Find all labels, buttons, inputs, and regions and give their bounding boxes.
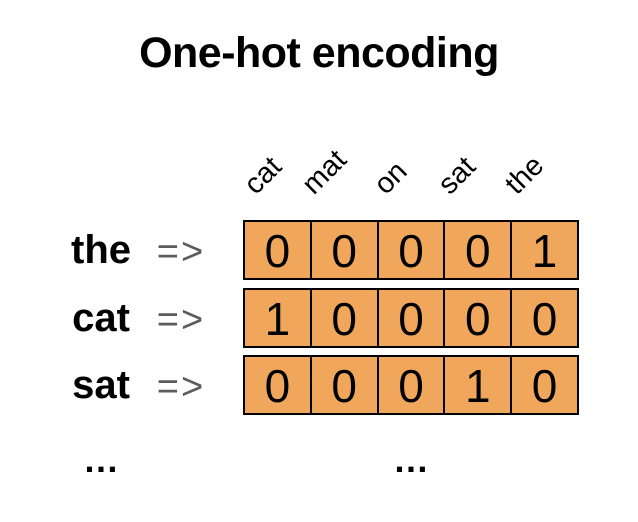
vector-cell: 0: [309, 222, 377, 278]
column-header-the: the: [499, 149, 551, 201]
vector-cell: 1: [245, 290, 310, 346]
word-label-sat: sat: [72, 363, 130, 407]
maps-to-arrow: =>: [156, 299, 206, 341]
column-header-on: on: [368, 155, 414, 201]
column-header-cat: cat: [238, 150, 289, 201]
vector-cell: 0: [443, 222, 511, 278]
more-words-ellipsis: …: [83, 439, 119, 480]
vector-cell: 0: [443, 290, 511, 346]
maps-to-arrow: =>: [156, 366, 206, 408]
word-label-cat: cat: [72, 296, 130, 340]
vector-cell: 0: [376, 290, 444, 346]
vector-cell: 0: [309, 357, 377, 413]
more-vectors-ellipsis: …: [393, 439, 429, 480]
vector-cell: 1: [510, 222, 577, 278]
vector-cell: 0: [510, 357, 577, 413]
maps-to-arrow: =>: [156, 231, 206, 273]
column-header-sat: sat: [432, 150, 483, 201]
page-title: One-hot encoding: [139, 29, 499, 77]
vector-cell: 0: [510, 290, 577, 346]
word-label-the: the: [71, 228, 131, 272]
vector-cell: 0: [245, 222, 310, 278]
vector-cell: 0: [245, 357, 310, 413]
vector-cell: 0: [376, 222, 444, 278]
vector-cell: 1: [443, 357, 511, 413]
vector-cell: 0: [309, 290, 377, 346]
column-header-mat: mat: [296, 143, 353, 201]
vector-cell: 0: [376, 357, 444, 413]
